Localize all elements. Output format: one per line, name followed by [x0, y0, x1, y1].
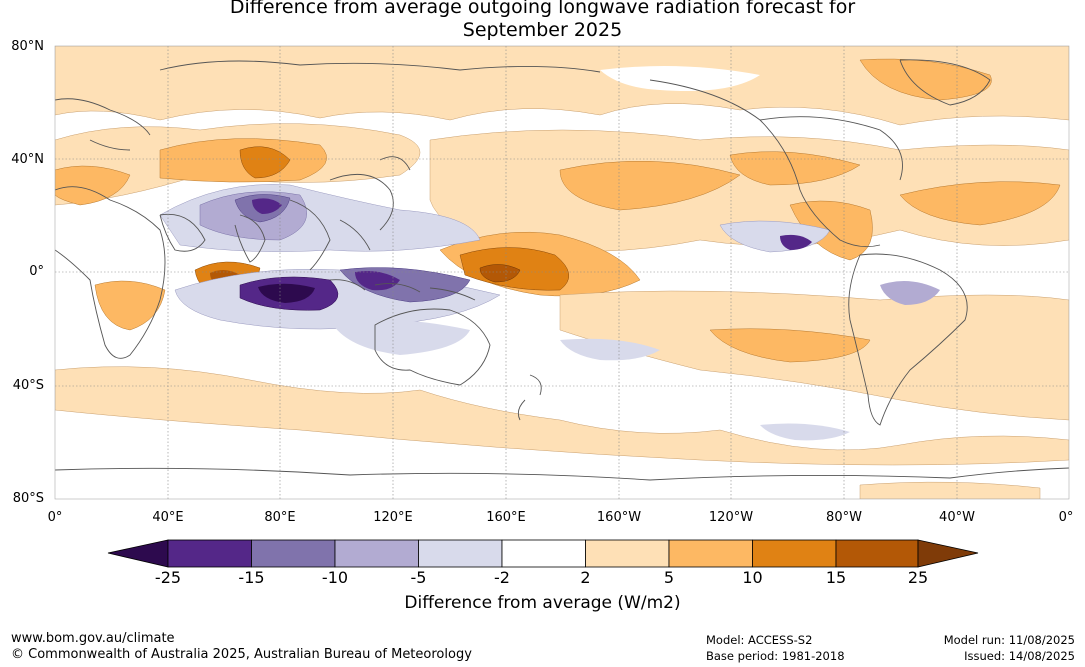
- lon-label-0-west: 0°: [47, 510, 63, 525]
- colorbar-label-10: 10: [742, 568, 763, 587]
- lat-label-40s: 40°S: [12, 378, 44, 393]
- colorbar-label-15: 15: [825, 568, 847, 587]
- anomaly-field: [55, 46, 1069, 499]
- coastline-africa: [55, 186, 166, 359]
- colorbar-swatch-1: [167, 539, 252, 568]
- coastline-eurasia-north: [159, 60, 601, 73]
- colorbar-label-5: 5: [663, 568, 675, 587]
- map-title-line1: Difference from average outgoing longwav…: [229, 0, 856, 18]
- lat-label-equator: 0°: [29, 264, 44, 279]
- anomaly-region-arctic: [55, 46, 1069, 126]
- colorbar-swatch-6: [585, 539, 670, 568]
- anomaly-region-west-pacific-max: [479, 264, 521, 283]
- anomaly-region-northeast-pacific: [729, 151, 861, 186]
- lon-label-80w: 80°W: [826, 510, 862, 525]
- lat-label-80n: 80°N: [11, 39, 44, 54]
- footer-copyright: © Commonwealth of Australia 2025, Austra…: [11, 647, 472, 662]
- lon-label-40w: 40°W: [939, 510, 975, 525]
- coastlines: [55, 59, 1069, 481]
- footer-issued: Issued: 14/08/2025: [964, 649, 1075, 663]
- coastline-europe: [55, 98, 151, 151]
- lat-label-80s: 80°S: [12, 491, 44, 506]
- coastline-india: [234, 214, 266, 263]
- anomaly-region-north-pacific: [559, 160, 741, 211]
- map-title-line2: September 2025: [462, 19, 623, 41]
- coastline-indonesia: [329, 279, 476, 301]
- colorbar-swatch-5: [501, 539, 586, 568]
- colorbar-swatch-2: [251, 539, 336, 568]
- colorbar-swatch-4: [418, 539, 503, 568]
- anomaly-region-southeast-pacific: [709, 328, 871, 363]
- coastline-south-america: [848, 253, 968, 426]
- colorbar-swatch-10: [917, 539, 979, 568]
- anomaly-region-indonesia-core: [355, 271, 400, 291]
- lon-label-160w: 160°W: [596, 510, 642, 525]
- graticule: [55, 46, 1069, 499]
- colorbar-label-2: 2: [580, 568, 591, 587]
- colorbar-label-minus10: -10: [321, 568, 349, 587]
- coastline-arabia: [159, 213, 206, 252]
- anomaly-region-indian-ocean-core: [258, 283, 315, 303]
- colorbar: [107, 539, 979, 568]
- lon-label-120w: 120°W: [708, 510, 754, 525]
- footer-model-run: Model run: 11/08/2025: [943, 633, 1075, 647]
- lon-label-0-east: 0°: [1058, 510, 1074, 525]
- colorbar-label-25: 25: [907, 568, 929, 587]
- footer-url: www.bom.gov.au/climate: [11, 631, 175, 646]
- anomaly-region-amazon: [880, 281, 940, 305]
- lon-label-80e: 80°E: [264, 510, 296, 525]
- footer-model: Model: ACCESS-S2: [706, 633, 813, 647]
- colorbar-title: Difference from average (W/m2): [404, 593, 681, 613]
- colorbar-label-minus25: -25: [154, 568, 182, 587]
- footer-base-period: Base period: 1981-2018: [706, 649, 845, 663]
- coastline-new-zealand: [517, 374, 542, 421]
- colorbar-label-minus5: -5: [410, 568, 427, 587]
- anomaly-region-central-america: [780, 234, 812, 250]
- anomaly-region-southern-ocean: [55, 366, 1069, 466]
- coastline-north-america: [649, 79, 903, 248]
- anomaly-region-mongolia: [239, 146, 291, 179]
- colorbar-swatch-8: [752, 539, 837, 568]
- colorbar-swatch-7: [668, 539, 753, 568]
- coastline-southeast-asia: [289, 199, 371, 271]
- colorbar-label-minus2: -2: [494, 568, 510, 587]
- map-frame: [54, 45, 1070, 500]
- anomaly-region-southern-ocean-purple: [760, 423, 850, 441]
- anomaly-region-subtropical-south-pacific: [560, 338, 660, 361]
- colorbar-swatch-0: [107, 539, 169, 568]
- lon-label-40e: 40°E: [152, 510, 184, 525]
- anomaly-region-northwest-africa: [55, 165, 131, 206]
- lon-label-160e: 160°E: [486, 510, 526, 525]
- anomaly-region-north-atlantic: [899, 181, 1061, 226]
- map-title: Difference from average outgoing longwav…: [0, 0, 1085, 42]
- coastline-east-asia: [329, 156, 411, 231]
- anomaly-region-australia-north: [330, 318, 470, 355]
- colorbar-label-minus15: -15: [238, 568, 265, 587]
- anomaly-region-tibet-core: [252, 198, 282, 214]
- colorbar-swatch-9: [835, 539, 919, 568]
- coastline-greenland: [899, 59, 991, 106]
- coastline-antarctica: [55, 467, 1069, 481]
- lon-label-120e: 120°E: [373, 510, 413, 525]
- colorbar-swatch-3: [334, 539, 419, 568]
- anomaly-region-arctic-gap: [600, 66, 760, 91]
- lat-label-40n: 40°N: [11, 152, 44, 167]
- anomaly-region-antarctic: [859, 481, 1041, 499]
- coastline-australia: [374, 308, 491, 386]
